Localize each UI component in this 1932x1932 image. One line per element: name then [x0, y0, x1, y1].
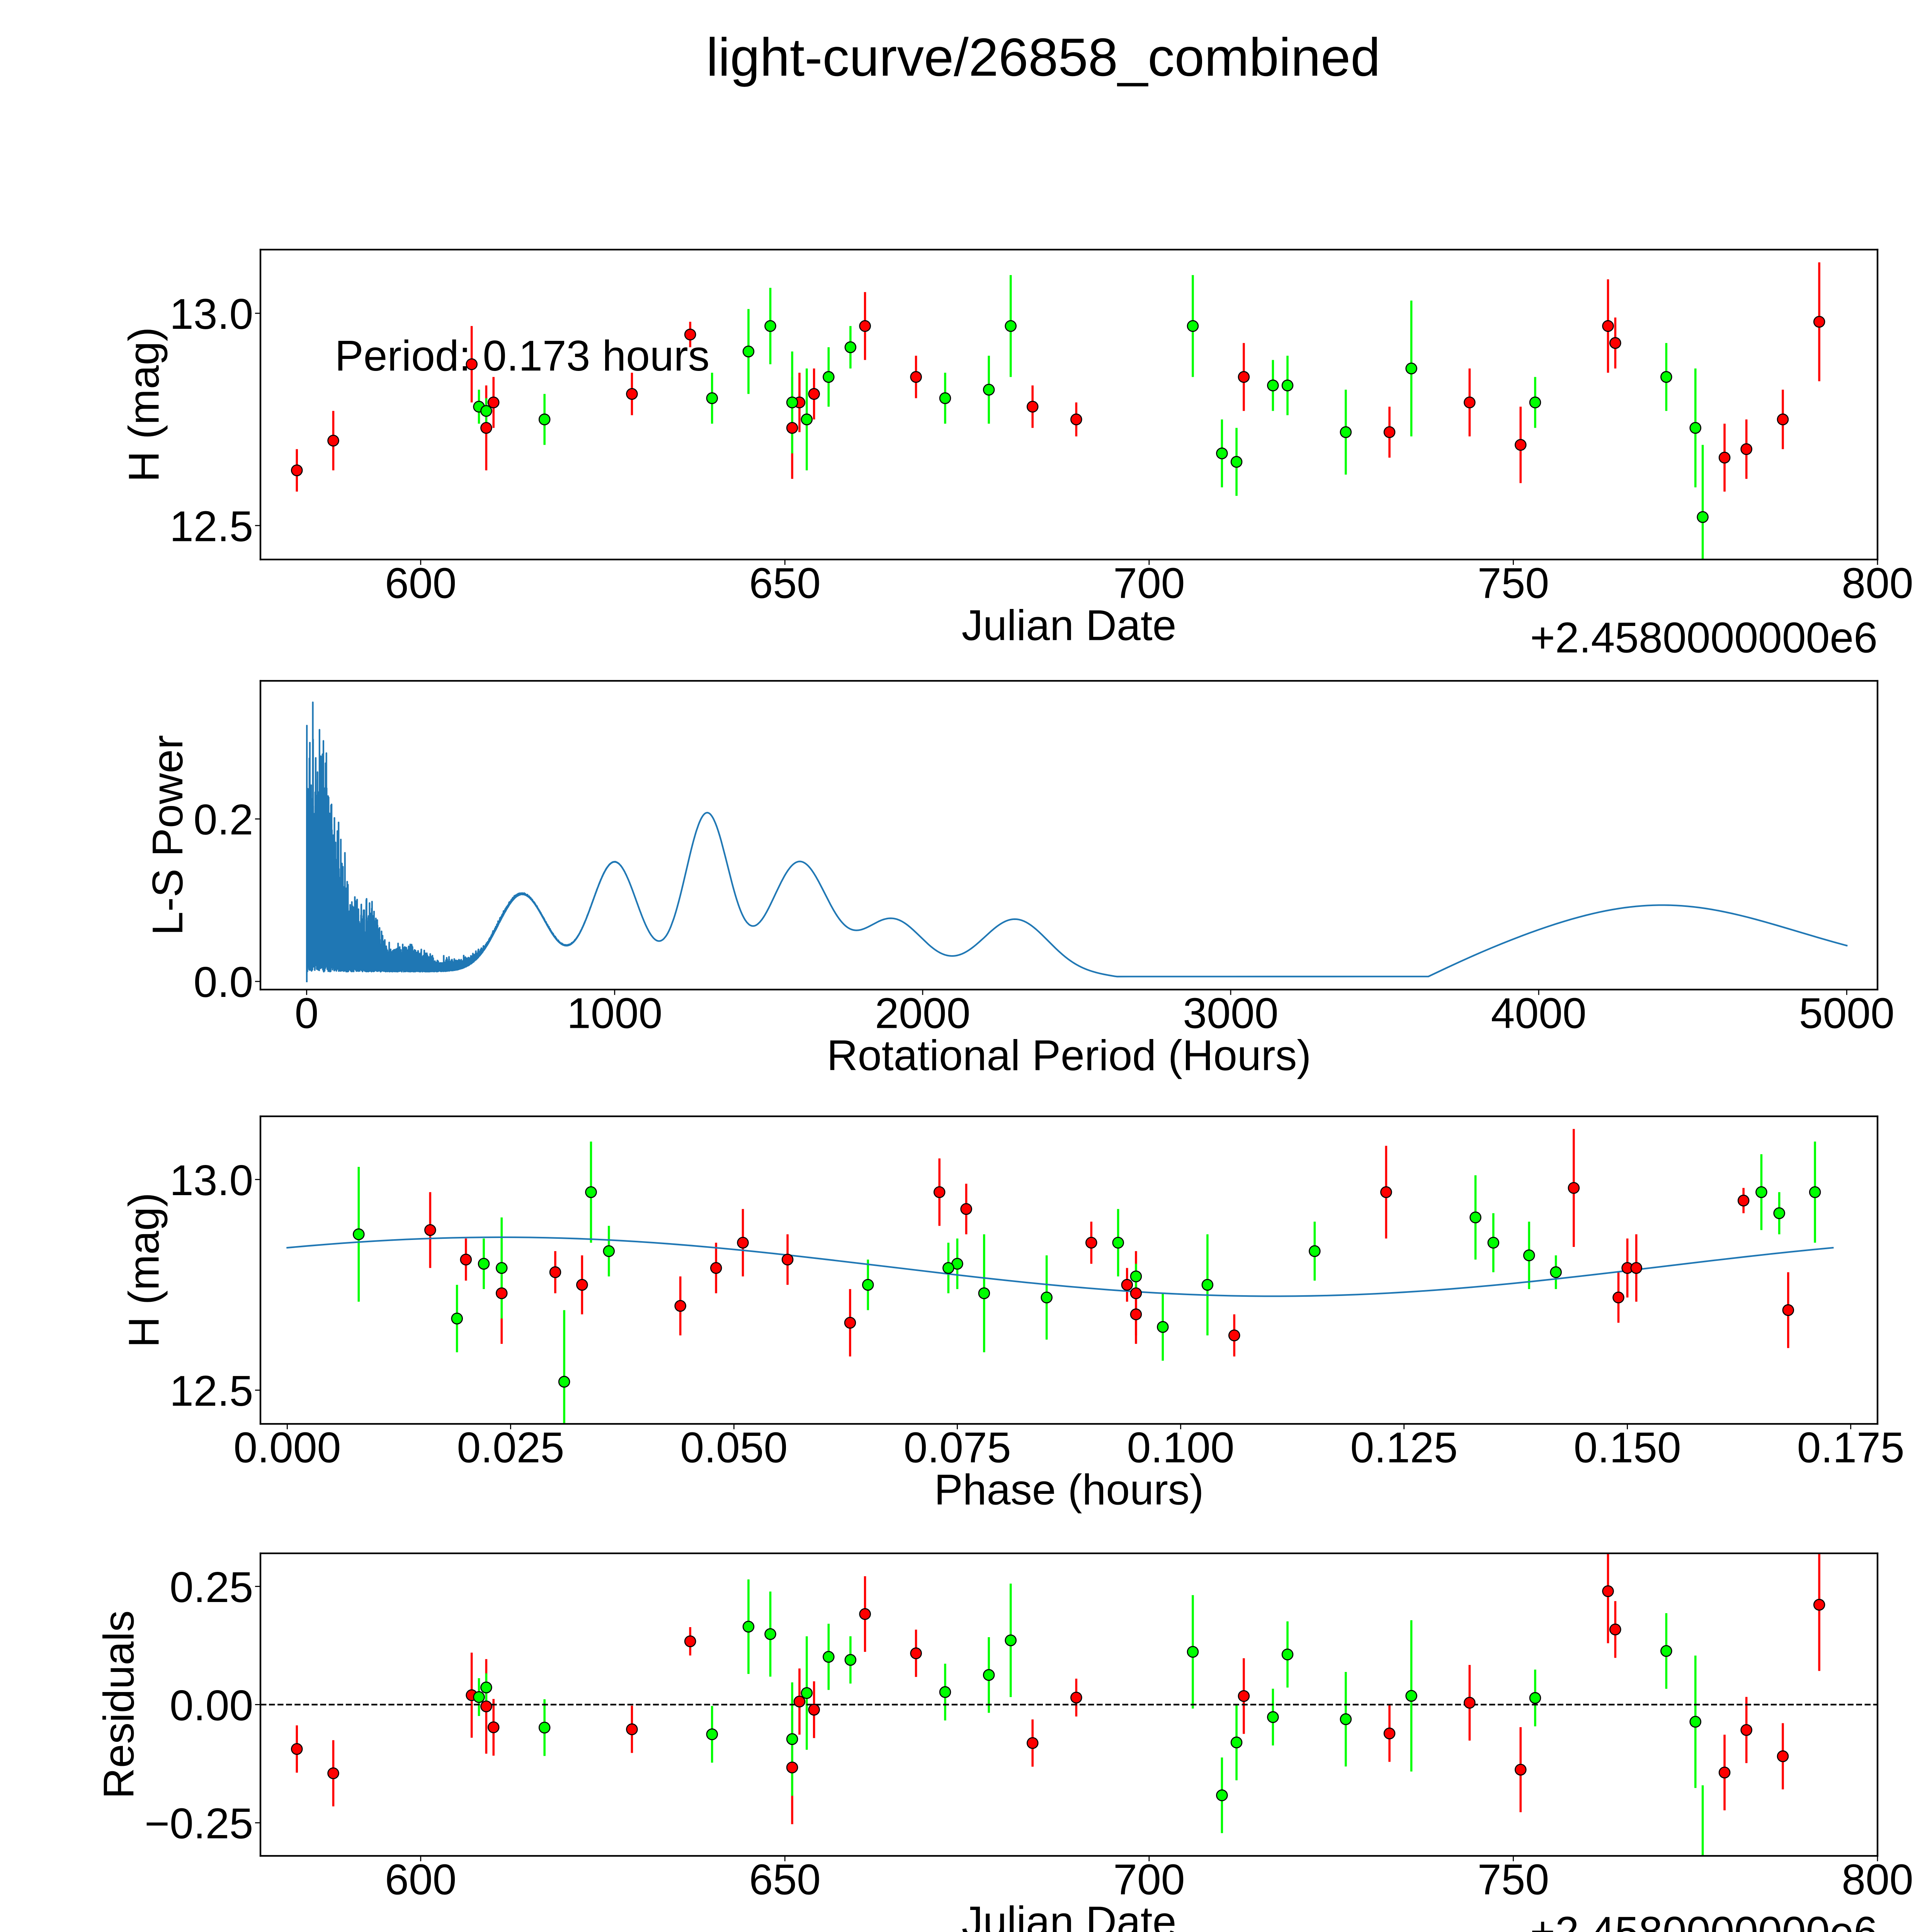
svg-text:0.150: 0.150 — [1574, 1423, 1681, 1471]
svg-text:5000: 5000 — [1799, 989, 1895, 1037]
svg-text:0: 0 — [295, 989, 319, 1037]
svg-text:1000: 1000 — [567, 989, 662, 1037]
svg-text:+2.4580000000e6: +2.4580000000e6 — [1530, 1908, 1878, 1932]
svg-text:13.0: 13.0 — [170, 290, 253, 338]
svg-text:4000: 4000 — [1491, 989, 1587, 1037]
svg-text:light-curve/26858_combined: light-curve/26858_combined — [706, 27, 1381, 87]
svg-text:Julian Date: Julian Date — [962, 601, 1177, 649]
svg-text:800: 800 — [1842, 1855, 1913, 1903]
svg-text:0.175: 0.175 — [1797, 1423, 1905, 1471]
svg-text:Julian Date: Julian Date — [962, 1897, 1177, 1932]
svg-text:12.5: 12.5 — [170, 502, 253, 550]
svg-text:650: 650 — [749, 559, 821, 607]
svg-text:13.0: 13.0 — [170, 1156, 253, 1204]
svg-text:2000: 2000 — [875, 989, 970, 1037]
svg-text:750: 750 — [1478, 1855, 1549, 1903]
svg-text:800: 800 — [1842, 559, 1913, 607]
svg-text:700: 700 — [1113, 559, 1185, 607]
svg-text:0.075: 0.075 — [903, 1423, 1011, 1471]
svg-text:600: 600 — [385, 1855, 456, 1903]
svg-text:3000: 3000 — [1183, 989, 1278, 1037]
svg-text:0.00: 0.00 — [170, 1681, 253, 1730]
svg-text:0.25: 0.25 — [170, 1563, 253, 1611]
svg-text:H (mag): H (mag) — [119, 327, 168, 482]
svg-text:600: 600 — [385, 559, 456, 607]
svg-text:0.0: 0.0 — [194, 958, 253, 1006]
svg-text:0.125: 0.125 — [1350, 1423, 1458, 1471]
svg-text:12.5: 12.5 — [170, 1367, 253, 1415]
svg-text:H (mag): H (mag) — [119, 1192, 168, 1347]
svg-text:0.2: 0.2 — [194, 796, 253, 844]
svg-text:+2.4580000000e6: +2.4580000000e6 — [1530, 614, 1878, 662]
svg-text:Residuals: Residuals — [95, 1611, 143, 1799]
svg-text:Rotational Period (Hours): Rotational Period (Hours) — [827, 1031, 1311, 1079]
svg-text:0.050: 0.050 — [680, 1423, 787, 1471]
svg-text:650: 650 — [749, 1855, 821, 1903]
svg-text:0.100: 0.100 — [1127, 1423, 1234, 1471]
svg-text:L-S Power: L-S Power — [143, 735, 192, 935]
svg-text:700: 700 — [1113, 1855, 1185, 1903]
svg-text:Period: 0.173 hours: Period: 0.173 hours — [335, 332, 710, 380]
svg-text:0.000: 0.000 — [233, 1423, 341, 1471]
svg-text:0.025: 0.025 — [457, 1423, 564, 1471]
svg-text:Phase (hours): Phase (hours) — [934, 1465, 1204, 1514]
svg-text:750: 750 — [1478, 559, 1549, 607]
svg-text:−0.25: −0.25 — [145, 1799, 253, 1848]
